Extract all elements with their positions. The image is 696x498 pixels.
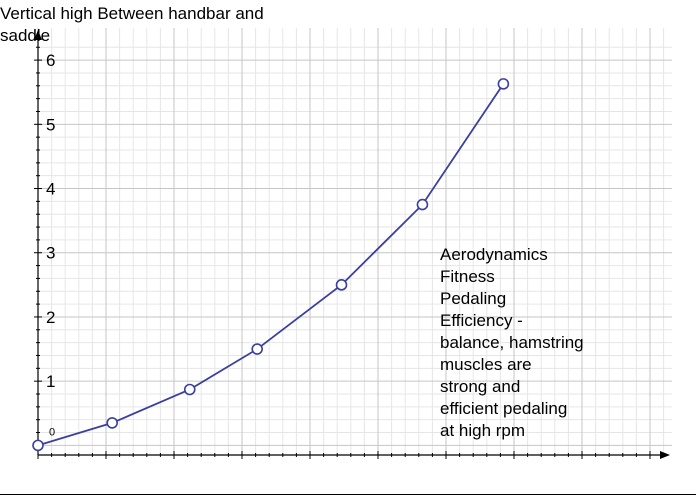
annotation-line: balance, hamstring — [440, 333, 584, 352]
data-point — [251, 343, 264, 355]
grid-minor — [38, 28, 672, 455]
annotation-line: Efficiency - — [440, 311, 523, 330]
series-line — [37, 83, 505, 447]
data-point — [335, 279, 348, 291]
annotation-line: strong and — [440, 377, 521, 396]
data-point — [183, 383, 196, 396]
y-tick-label: 1 — [46, 372, 55, 391]
annotation-line: efficient pedaling — [440, 399, 568, 418]
data-points — [32, 78, 510, 452]
annotation-line: Aerodynamics — [440, 245, 548, 264]
y-tick-label: 6 — [46, 51, 55, 70]
y-tick-labels: 0 1 2 3 4 5 6 — [46, 51, 55, 438]
x-axis-arrow — [660, 451, 670, 459]
axes — [34, 30, 670, 459]
annotation-line: Pedaling — [440, 289, 507, 308]
annotation-line: Fitness — [440, 267, 495, 286]
data-point — [106, 417, 118, 429]
series-line-group — [37, 83, 505, 447]
data-point — [497, 78, 510, 90]
y-tick-label: 4 — [46, 180, 55, 199]
annotation-text: Aerodynamics Fitness Pedaling Efficiency - b… — [440, 244, 640, 442]
data-point — [416, 198, 429, 211]
y-tick-label: 2 — [46, 308, 55, 327]
y-tick-label: 5 — [46, 115, 55, 134]
divider-line — [0, 494, 696, 495]
grid-major — [37, 28, 672, 455]
chart-title: Vertical high Between handbar and saddle — [0, 4, 264, 45]
annotation-line: muscles are — [440, 355, 532, 374]
y-tick-label: 0 — [49, 426, 55, 438]
data-point — [32, 439, 44, 452]
y-tick-label: 3 — [46, 244, 55, 263]
y-axis-arrow — [34, 30, 42, 40]
annotation-line: at high rpm — [440, 421, 526, 440]
